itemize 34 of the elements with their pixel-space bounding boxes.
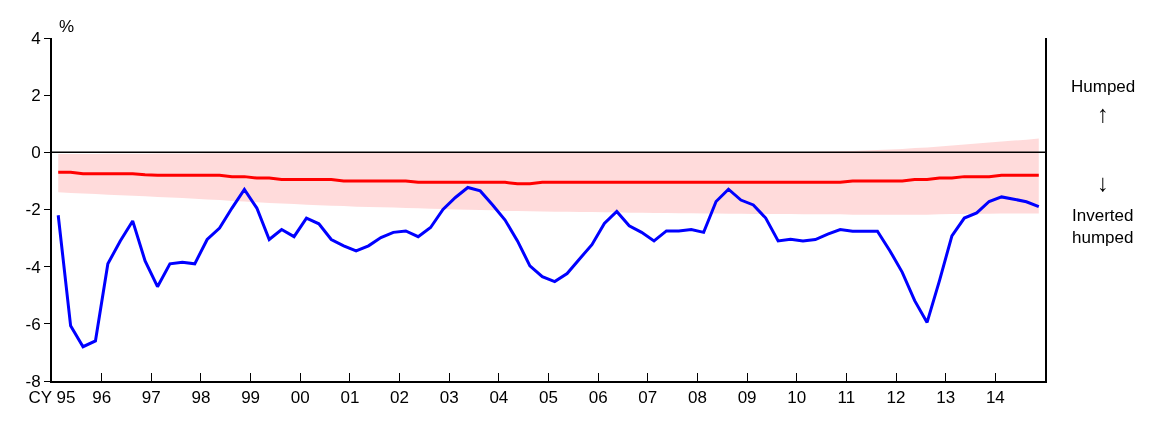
text: ↓ (1097, 169, 1109, 196)
x-tick-label: 02 (390, 388, 410, 408)
y-tick-label: 0 (31, 143, 41, 163)
x-tick-label: 12 (886, 388, 906, 408)
y-tick-label: -4 (25, 257, 41, 277)
x-tick-label: 97 (141, 388, 161, 408)
y-tick-label: 2 (31, 86, 41, 106)
text: Inverted humped (1072, 206, 1134, 248)
x-tick-label: 98 (191, 388, 211, 408)
text: ↑ (1097, 100, 1109, 127)
x-tick-label: 00 (290, 388, 310, 408)
y-tick-label: 4 (31, 28, 41, 48)
x-tick-label: 03 (439, 388, 459, 408)
line-series (56, 185, 1041, 349)
y-axis-title: % (59, 17, 75, 36)
y-tick-label: -6 (25, 314, 41, 334)
x-tick-label: 13 (936, 388, 956, 408)
x-tick-label: 10 (787, 388, 807, 408)
y-tick-label: -8 (25, 371, 41, 391)
line-series (56, 170, 1041, 186)
x-tick-label: 04 (489, 388, 509, 408)
x-tick-label: 96 (92, 388, 112, 408)
x-tick-label: 07 (638, 388, 658, 408)
x-tick-label: 09 (737, 388, 757, 408)
x-tick-label: 06 (588, 388, 608, 408)
x-tick-label: 14 (985, 388, 1005, 408)
text: Humped (1071, 77, 1136, 96)
x-tick-label: 99 (241, 388, 261, 408)
y-tick-label: -2 (25, 200, 41, 220)
x-tick-label: CY 95 (28, 388, 76, 408)
x-tick-label: 05 (539, 388, 558, 408)
x-tick-label: 08 (687, 388, 707, 408)
x-tick-label: 11 (837, 388, 856, 408)
x-tick-label: 01 (340, 388, 360, 408)
